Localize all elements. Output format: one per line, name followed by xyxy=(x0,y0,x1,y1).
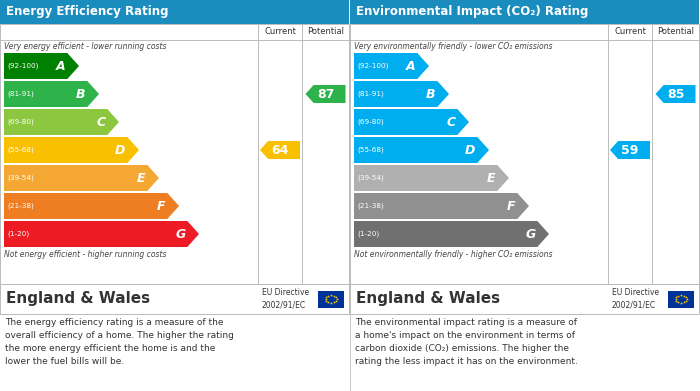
Text: B: B xyxy=(76,88,85,100)
Text: E: E xyxy=(486,172,496,185)
Text: Environmental Impact (CO₂) Rating: Environmental Impact (CO₂) Rating xyxy=(356,5,589,18)
Text: 64: 64 xyxy=(272,143,288,156)
Text: A: A xyxy=(56,59,65,72)
Text: (1-20): (1-20) xyxy=(357,231,379,237)
Bar xyxy=(318,291,344,307)
Text: (92-100): (92-100) xyxy=(7,63,38,69)
Text: EU Directive
2002/91/EC: EU Directive 2002/91/EC xyxy=(262,288,309,310)
Polygon shape xyxy=(354,81,449,107)
Text: The environmental impact rating is a measure of
a home's impact on the environme: The environmental impact rating is a mea… xyxy=(355,318,578,366)
Text: (55-68): (55-68) xyxy=(7,147,34,153)
Text: Very environmentally friendly - lower CO₂ emissions: Very environmentally friendly - lower CO… xyxy=(354,42,552,51)
Text: 87: 87 xyxy=(317,88,334,100)
Text: D: D xyxy=(465,143,475,156)
Polygon shape xyxy=(354,193,529,219)
Text: (55-68): (55-68) xyxy=(357,147,384,153)
Text: Energy Efficiency Rating: Energy Efficiency Rating xyxy=(6,5,169,18)
Text: (81-91): (81-91) xyxy=(357,91,384,97)
Text: EU Directive
2002/91/EC: EU Directive 2002/91/EC xyxy=(612,288,659,310)
Text: Not energy efficient - higher running costs: Not energy efficient - higher running co… xyxy=(4,250,167,259)
Text: (39-54): (39-54) xyxy=(357,175,384,181)
Text: A: A xyxy=(406,59,415,72)
Bar xyxy=(0,0,349,24)
Bar xyxy=(0,24,349,284)
Polygon shape xyxy=(610,141,650,159)
Text: G: G xyxy=(175,228,186,240)
Polygon shape xyxy=(4,109,119,135)
Text: (92-100): (92-100) xyxy=(357,63,388,69)
Text: England & Wales: England & Wales xyxy=(356,292,500,307)
Text: E: E xyxy=(136,172,146,185)
Polygon shape xyxy=(4,53,79,79)
Text: F: F xyxy=(157,199,165,212)
Polygon shape xyxy=(260,141,300,159)
Text: C: C xyxy=(96,115,105,129)
Bar xyxy=(350,0,699,24)
Bar xyxy=(350,24,699,284)
Polygon shape xyxy=(4,165,159,191)
Text: (81-91): (81-91) xyxy=(7,91,34,97)
Text: Very energy efficient - lower running costs: Very energy efficient - lower running co… xyxy=(4,42,167,51)
Text: Current: Current xyxy=(614,27,646,36)
Text: C: C xyxy=(446,115,455,129)
Text: (21-38): (21-38) xyxy=(7,203,34,209)
Text: Potential: Potential xyxy=(657,27,694,36)
Text: (21-38): (21-38) xyxy=(357,203,384,209)
Polygon shape xyxy=(4,193,179,219)
Polygon shape xyxy=(4,81,99,107)
Bar xyxy=(350,284,699,314)
Text: 59: 59 xyxy=(622,143,638,156)
Polygon shape xyxy=(354,221,549,247)
Text: F: F xyxy=(507,199,515,212)
Text: (39-54): (39-54) xyxy=(7,175,34,181)
Text: 85: 85 xyxy=(667,88,684,100)
Polygon shape xyxy=(4,221,199,247)
Polygon shape xyxy=(4,137,139,163)
Polygon shape xyxy=(354,137,489,163)
Text: (69-80): (69-80) xyxy=(357,119,384,125)
Polygon shape xyxy=(655,85,696,103)
Text: Potential: Potential xyxy=(307,27,344,36)
Bar xyxy=(668,291,694,307)
Text: Current: Current xyxy=(264,27,296,36)
Text: (69-80): (69-80) xyxy=(7,119,34,125)
Text: (1-20): (1-20) xyxy=(7,231,29,237)
Polygon shape xyxy=(305,85,346,103)
Text: G: G xyxy=(525,228,536,240)
Text: England & Wales: England & Wales xyxy=(6,292,150,307)
Text: B: B xyxy=(426,88,435,100)
Polygon shape xyxy=(354,53,429,79)
Polygon shape xyxy=(354,109,469,135)
Text: Not environmentally friendly - higher CO₂ emissions: Not environmentally friendly - higher CO… xyxy=(354,250,552,259)
Polygon shape xyxy=(354,165,509,191)
Text: D: D xyxy=(115,143,125,156)
Text: The energy efficiency rating is a measure of the
overall efficiency of a home. T: The energy efficiency rating is a measur… xyxy=(5,318,234,366)
Bar xyxy=(0,284,349,314)
